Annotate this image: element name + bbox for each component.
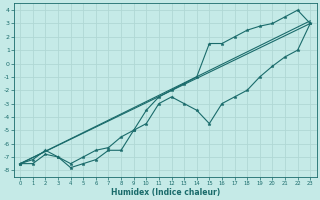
X-axis label: Humidex (Indice chaleur): Humidex (Indice chaleur) — [111, 188, 220, 197]
